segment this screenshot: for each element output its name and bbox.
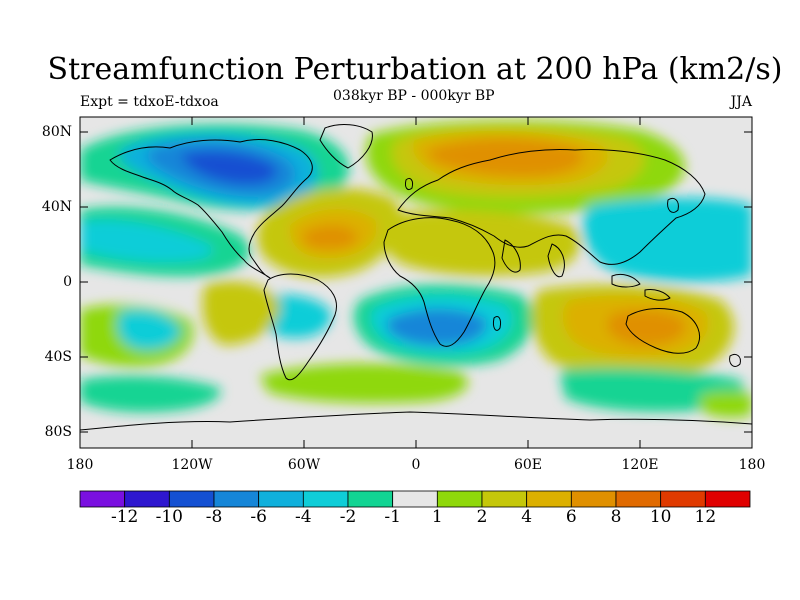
coastlines [80, 124, 752, 431]
colorbar-swatch [481, 490, 528, 508]
lat-label-40s: 40S [44, 349, 72, 365]
colorbar-label: -8 [205, 507, 223, 527]
colorbar [79, 490, 751, 508]
colorbar-label: 6 [565, 507, 577, 527]
colorbar-label: 10 [649, 507, 672, 527]
colorbar-label: -4 [295, 507, 312, 527]
lon-label-180-west: 180 [66, 457, 94, 473]
colorbar-swatch [347, 490, 394, 508]
lon-label-180-east: 180 [738, 457, 766, 473]
colorbar-swatch [436, 490, 483, 508]
axis-ticks [80, 117, 752, 448]
season-label: JJA [730, 94, 752, 110]
colorbar-swatch [615, 490, 662, 508]
lon-label-60w: 60W [287, 457, 321, 473]
lat-label-40n: 40N [41, 199, 72, 215]
lat-label-0: 0 [63, 274, 72, 290]
lon-label-0: 0 [411, 457, 421, 473]
map-subtitle: 038kyr BP - 000kyr BP [333, 88, 495, 104]
colorbar-label: -2 [339, 507, 357, 527]
colorbar-label: -12 [110, 507, 139, 527]
lon-label-120e: 120E [621, 457, 659, 473]
colorbar-label: 1 [431, 507, 443, 527]
colorbar-swatch [660, 490, 706, 508]
experiment-label: Expt = tdxoE-tdxoa [80, 94, 219, 110]
colorbar-swatch [168, 490, 215, 508]
colorbar-label: -1 [384, 507, 401, 527]
streamfunction-field [80, 117, 752, 448]
lat-label-80s: 80S [44, 424, 72, 440]
colorbar-swatch [79, 490, 126, 508]
colorbar-swatch [392, 490, 438, 508]
colorbar-swatch [258, 490, 304, 508]
colorbar-label: 8 [610, 507, 622, 527]
colorbar-swatch [302, 490, 349, 508]
colorbar-swatch [124, 490, 170, 508]
lon-label-120w: 120W [171, 457, 213, 473]
colorbar-swatch [526, 490, 572, 508]
colorbar-label: 12 [694, 507, 717, 527]
colorbar-swatch [213, 490, 260, 508]
colorbar-label: 4 [521, 507, 533, 527]
colorbar-swatch [570, 490, 617, 508]
colorbar-swatch [704, 490, 751, 508]
colorbar-label: -6 [250, 507, 267, 527]
lat-label-80n: 80N [41, 124, 72, 140]
colorbar-label: -10 [155, 507, 184, 527]
colorbar-label: 2 [476, 507, 488, 527]
lon-label-60e: 60E [513, 457, 543, 473]
map-title: Streamfunction Perturbation at 200 hPa (… [47, 52, 783, 87]
